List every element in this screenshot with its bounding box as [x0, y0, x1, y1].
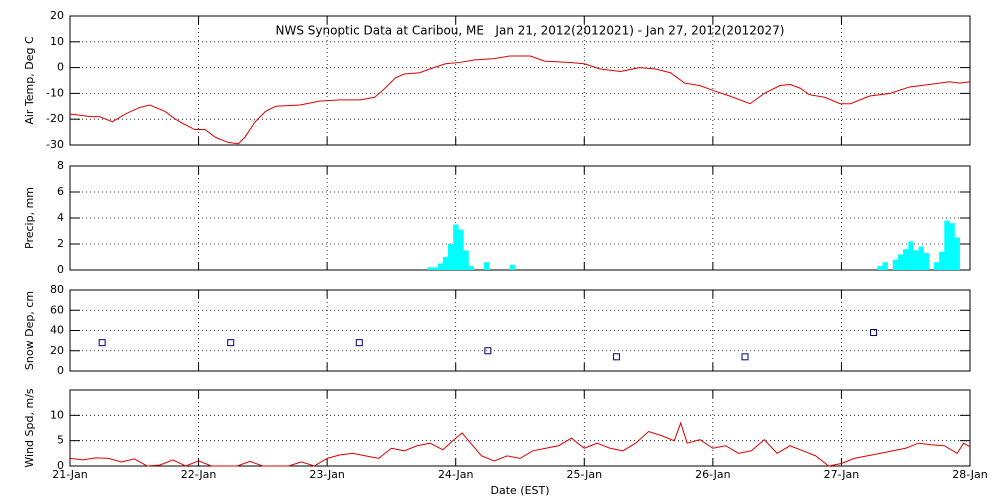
y-tick-label: 20	[50, 9, 64, 22]
point	[355, 339, 363, 347]
y-tick-label: 6	[57, 185, 64, 198]
bar	[939, 251, 945, 270]
y-tick-label: 0	[57, 364, 64, 377]
bar	[427, 267, 433, 270]
chart-title: NWS Synoptic Data at Caribou, ME Jan 21,…	[276, 24, 785, 38]
bar	[442, 257, 449, 270]
x-axis-label: Date (EST)	[490, 484, 549, 497]
bar	[944, 220, 950, 270]
bar	[923, 253, 930, 270]
bar	[903, 249, 909, 270]
x-tick-label: 26-Jan	[695, 468, 731, 481]
data-line	[69, 421, 971, 467]
bar	[892, 259, 899, 270]
bar	[949, 223, 955, 270]
y-tick-label: -20	[46, 112, 64, 125]
y-tick-label: 10	[50, 408, 64, 421]
y-tick-label: 4	[57, 211, 64, 224]
bar	[432, 267, 438, 270]
bar	[448, 244, 454, 270]
y-axis-label: Wind Spd, m/s	[23, 388, 36, 468]
bar	[484, 262, 490, 270]
bar	[437, 263, 444, 270]
point	[870, 329, 878, 337]
x-tick-label: 27-Jan	[824, 468, 860, 481]
point	[227, 339, 235, 347]
bar	[453, 224, 459, 270]
x-tick-label: 22-Jan	[181, 468, 217, 481]
data-line	[69, 55, 971, 145]
bar	[954, 237, 960, 270]
y-axis-label: Precip, mm	[23, 187, 36, 249]
point	[484, 347, 492, 355]
plot-frame	[69, 389, 971, 467]
y-tick-label: -30	[46, 138, 64, 151]
point	[741, 353, 749, 361]
x-tick-label: 23-Jan	[309, 468, 345, 481]
bar	[913, 250, 919, 270]
y-axis-label: Snow Dep, cm	[23, 291, 36, 370]
y-tick-label: 80	[50, 283, 64, 296]
bar	[458, 229, 464, 270]
y-axis-label: Air Temp, Deg C	[23, 36, 36, 125]
y-tick-label: -10	[46, 86, 64, 99]
bar	[463, 250, 469, 270]
y-tick-label: 0	[57, 459, 64, 472]
bar	[882, 262, 888, 270]
y-tick-label: 2	[57, 237, 64, 250]
x-tick-label: 21-Jan	[52, 468, 88, 481]
bar	[934, 262, 940, 270]
x-tick-label: 24-Jan	[438, 468, 474, 481]
y-tick-label: 20	[50, 344, 64, 357]
x-tick-label: 25-Jan	[567, 468, 603, 481]
point	[612, 353, 620, 361]
y-tick-label: 0	[57, 263, 64, 276]
bar	[908, 241, 914, 270]
y-tick-label: 0	[57, 61, 64, 74]
y-tick-label: 60	[50, 303, 64, 316]
bar	[918, 246, 924, 270]
bar	[509, 264, 516, 270]
bar	[898, 254, 904, 270]
y-tick-label: 8	[57, 159, 64, 172]
x-tick-label: 28-Jan	[952, 468, 988, 481]
y-tick-label: 5	[57, 434, 64, 447]
y-tick-label: 10	[50, 35, 64, 48]
bar	[877, 266, 883, 270]
y-tick-label: 40	[50, 324, 64, 337]
point	[98, 339, 106, 347]
bar	[468, 266, 474, 270]
